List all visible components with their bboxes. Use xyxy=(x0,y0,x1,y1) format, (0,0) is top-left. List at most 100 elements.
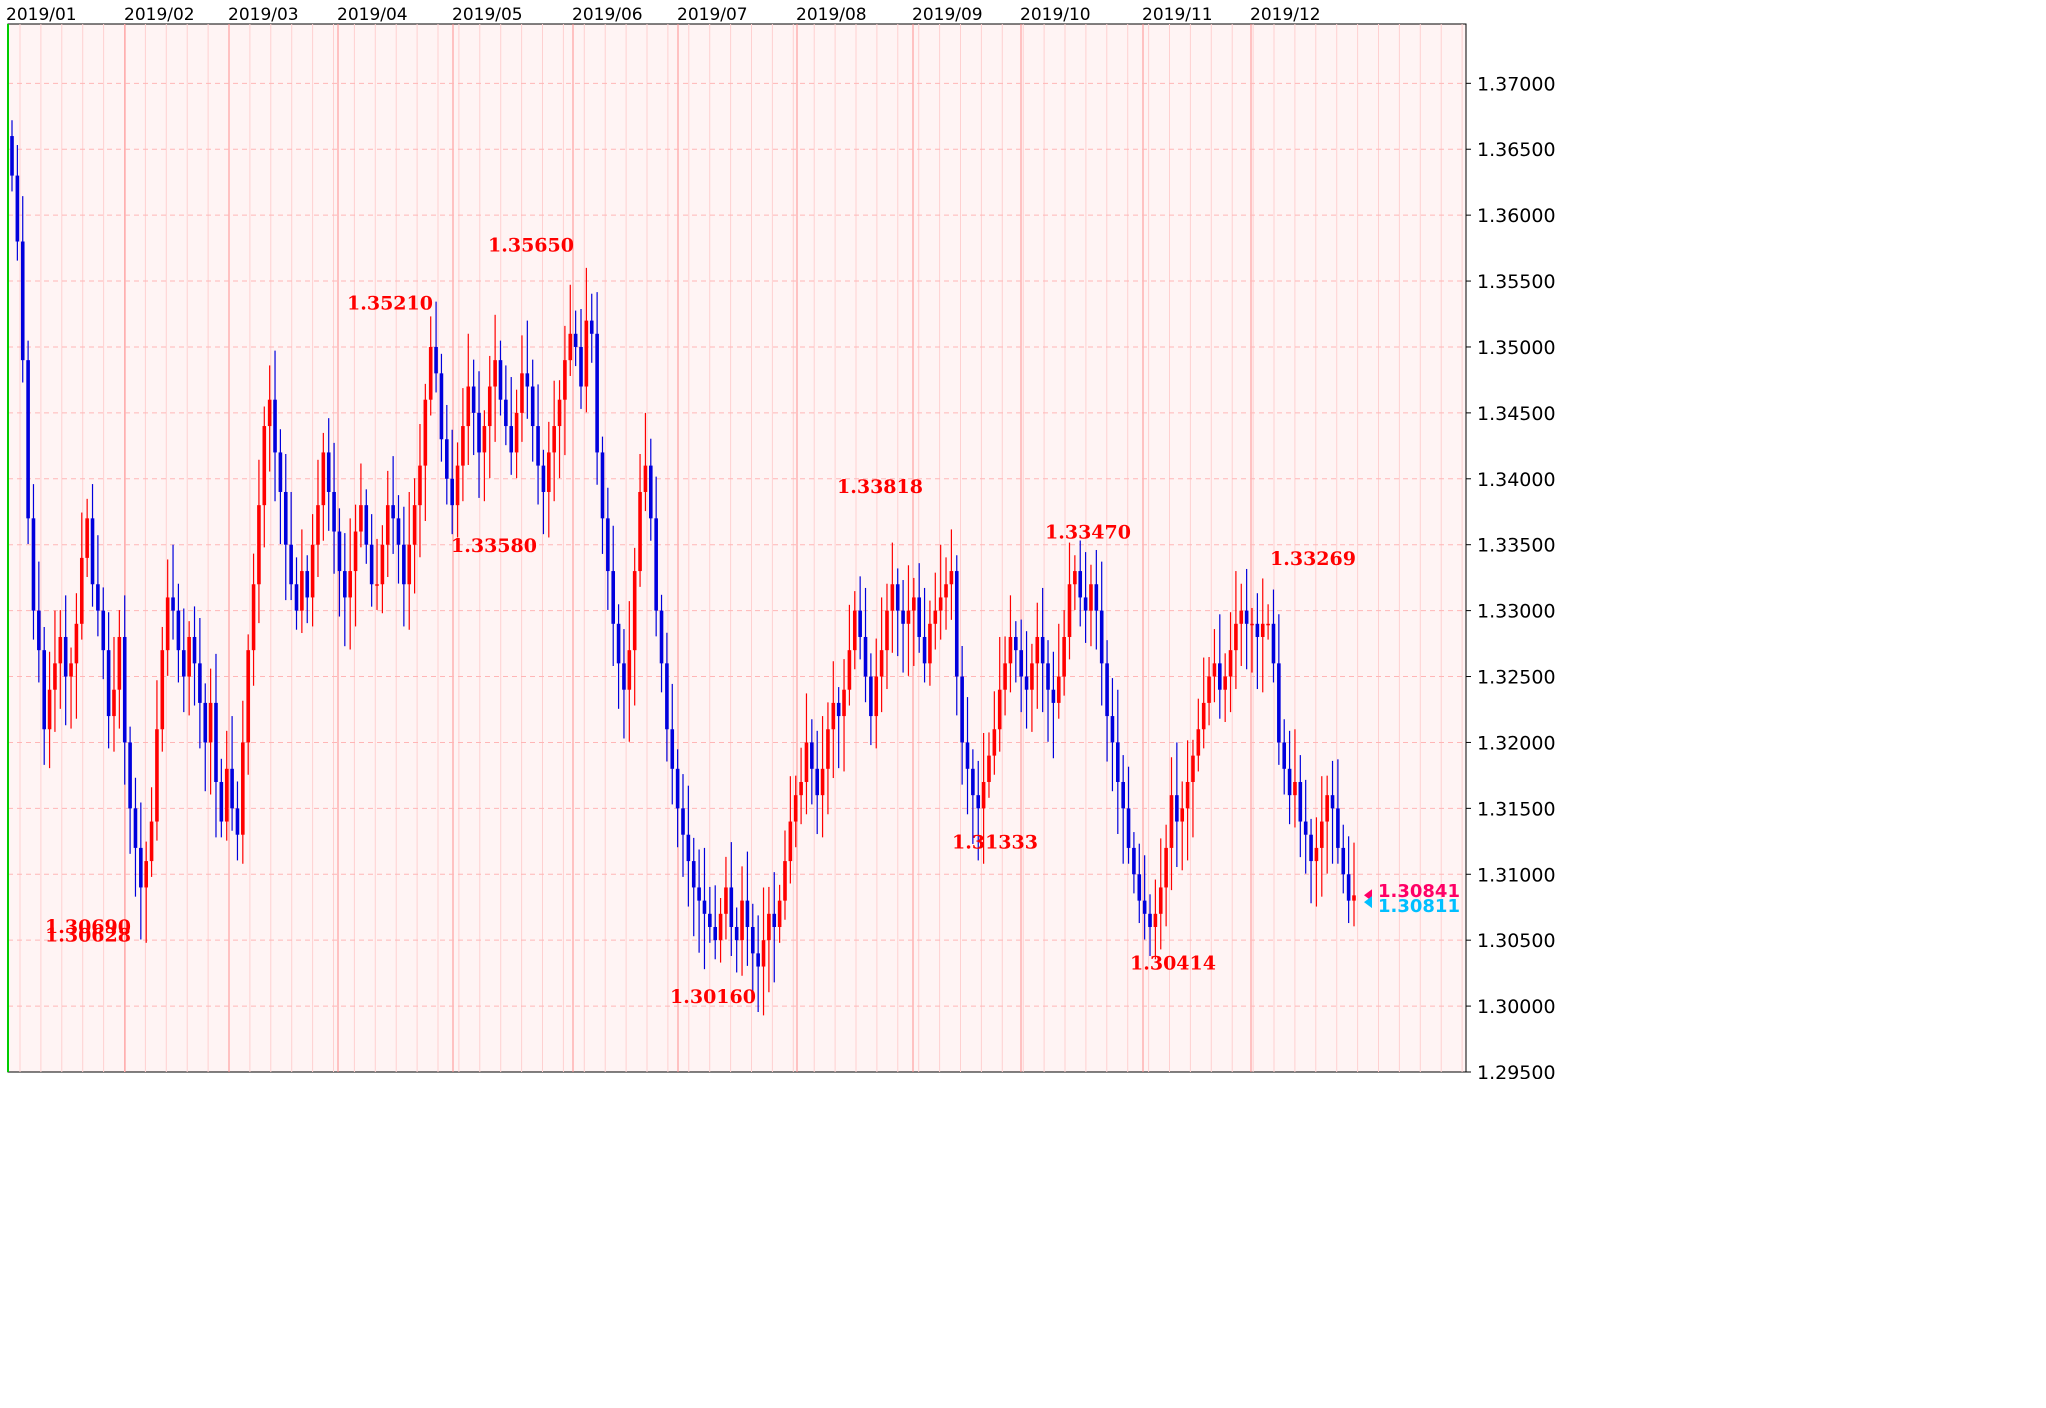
candle-body-up xyxy=(643,465,648,492)
candle-body-up xyxy=(246,650,250,743)
candle-body-down xyxy=(42,650,47,730)
y-tick-label: 1.36500 xyxy=(1477,139,1556,161)
x-axis-label: 2019/02 xyxy=(124,5,195,25)
y-tick-label: 1.31000 xyxy=(1477,864,1556,886)
candle-body-down xyxy=(691,861,696,888)
candle-body-up xyxy=(638,491,642,572)
candle-body-down xyxy=(1121,781,1125,809)
candle-body-up xyxy=(793,795,798,822)
price-annotation: 1.31333 xyxy=(952,831,1038,853)
candle-body-up xyxy=(938,597,943,611)
price-annotation: 1.30690 xyxy=(45,916,131,938)
candle-body-down xyxy=(675,768,680,809)
candle-body-down xyxy=(622,663,626,690)
candle-body-up xyxy=(1196,729,1201,756)
x-axis-label: 2019/01 xyxy=(6,5,77,25)
candle-body-down xyxy=(15,175,20,242)
candle-body-up xyxy=(740,900,744,941)
candle-body-up xyxy=(1008,636,1013,664)
candle-body-up xyxy=(208,702,213,743)
candle-body-up xyxy=(1185,781,1190,809)
candle-body-up xyxy=(1169,795,1174,848)
candle-body-up xyxy=(1223,676,1227,690)
candle-body-down xyxy=(1282,742,1287,769)
candle-body-down xyxy=(1346,874,1351,901)
x-axis-label: 2019/10 xyxy=(1020,5,1091,25)
candle-body-down xyxy=(273,399,277,453)
candle-body-up xyxy=(992,729,997,756)
candle-body-down xyxy=(326,452,331,492)
candle-body-down xyxy=(498,360,503,400)
candle-body-down xyxy=(31,518,36,611)
candle-body-up xyxy=(165,597,170,651)
candle-body-up xyxy=(69,663,73,677)
candle-body-up xyxy=(1180,808,1185,822)
candle-body-up xyxy=(1030,663,1034,690)
candle-body-down xyxy=(863,636,868,677)
grid xyxy=(8,24,1466,1072)
candle-body-down xyxy=(686,834,691,862)
candle-body-down xyxy=(917,597,921,637)
candle-body-up xyxy=(187,636,191,677)
candle-body-down xyxy=(1014,636,1018,651)
candle-body-down xyxy=(772,913,777,927)
candle-body-down xyxy=(1336,808,1340,848)
y-tick-label: 1.35000 xyxy=(1477,337,1556,359)
candle-body-up xyxy=(799,781,803,796)
candle-body-up xyxy=(1089,584,1093,611)
candle-body-up xyxy=(1234,623,1238,651)
price-annotation: 1.30628 xyxy=(45,924,131,946)
candle-body-up xyxy=(879,650,884,677)
x-axis-label: 2019/11 xyxy=(1142,5,1213,25)
candle-body-down xyxy=(26,360,30,519)
candle-body-down xyxy=(1105,663,1109,717)
candle-body-down xyxy=(278,452,283,492)
x-axis-label: 2019/06 xyxy=(572,5,643,25)
candle-body-up xyxy=(627,650,632,690)
price-annotation: 1.30414 xyxy=(1130,953,1216,975)
candle-body-up xyxy=(1191,755,1195,782)
candle-body-up xyxy=(112,689,116,717)
candle-body-down xyxy=(450,478,454,506)
candle-body-down xyxy=(1083,597,1088,611)
candle-body-up xyxy=(1266,623,1270,626)
candle-body-up xyxy=(310,544,315,598)
candle-body-up xyxy=(300,571,304,611)
candle-body-down xyxy=(901,610,905,624)
candle-body-up xyxy=(348,571,352,598)
candle-body-up xyxy=(385,505,390,545)
candle-body-down xyxy=(1094,584,1099,611)
y-tick-label: 1.32500 xyxy=(1477,667,1556,689)
candle-body-up xyxy=(1260,623,1265,637)
candle-body-down xyxy=(1078,571,1083,598)
y-tick-label: 1.33000 xyxy=(1477,601,1556,623)
candle-body-down xyxy=(616,623,621,664)
candle-body-down xyxy=(530,386,535,427)
candle-body-up xyxy=(852,610,857,651)
candle-body-down xyxy=(434,346,438,374)
candle-body-up xyxy=(949,571,954,585)
candle-body-down xyxy=(1110,716,1115,743)
candle-body-down xyxy=(391,505,395,519)
price-annotation: 1.33580 xyxy=(451,535,537,557)
candle-body-down xyxy=(1019,650,1023,677)
candle-body-up xyxy=(987,755,991,782)
candle-body-down xyxy=(600,452,605,519)
candle-body-down xyxy=(396,518,401,545)
candle-body-down xyxy=(1255,623,1260,637)
candle-body-down xyxy=(1277,663,1281,743)
candle-body-up xyxy=(380,544,385,585)
candle-body-up xyxy=(724,887,728,914)
y-tick-label: 1.32000 xyxy=(1477,732,1556,754)
current-price-label: 1.30841 xyxy=(1378,881,1460,902)
candle-body-up xyxy=(262,426,267,506)
candle-body-down xyxy=(836,702,841,717)
candle-body-down xyxy=(439,373,444,440)
candle-body-down xyxy=(101,610,106,651)
candle-body-up xyxy=(47,689,52,730)
candle-body-up xyxy=(418,465,422,506)
candle-body-up xyxy=(482,426,487,453)
candle-body-up xyxy=(1035,636,1040,664)
candle-body-down xyxy=(96,584,100,611)
